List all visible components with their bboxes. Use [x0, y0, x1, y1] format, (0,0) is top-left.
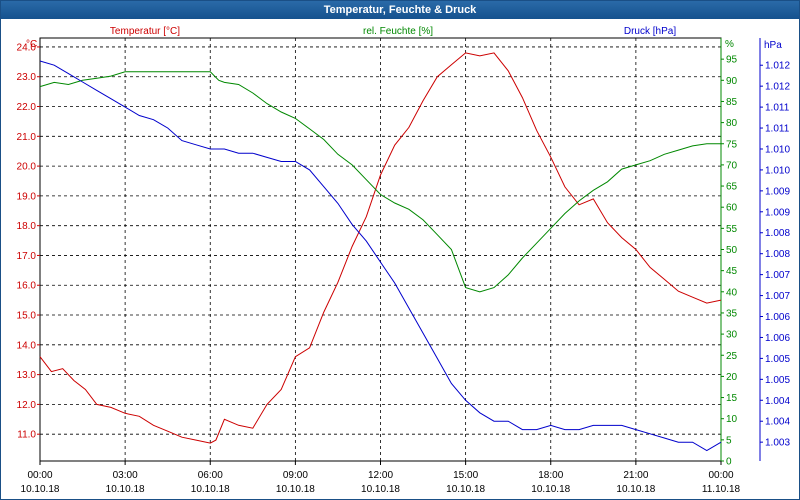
humidity-tick-label: 45 [726, 266, 738, 277]
humidity-unit-label: % [725, 39, 734, 50]
humidity-tick-label: 80 [726, 118, 738, 129]
x-tick-label-date: 10.10.18 [106, 484, 145, 495]
temperature-tick-label: 15.0 [17, 311, 37, 322]
x-tick-label-time: 00:00 [27, 470, 52, 481]
pressure-tick-label: 1.009 [765, 186, 790, 197]
humidity-tick-label: 55 [726, 224, 738, 235]
x-tick-label-date: 10.10.18 [616, 484, 655, 495]
x-tick-label-date: 10.10.18 [21, 484, 60, 495]
pressure-tick-label: 1.011 [765, 103, 790, 114]
pressure-tick-label: 1.012 [765, 61, 790, 72]
humidity-tick-label: 25 [726, 351, 738, 362]
humidity-tick-label: 10 [726, 414, 738, 425]
x-tick-label-time: 09:00 [283, 470, 308, 481]
humidity-tick-label: 35 [726, 308, 738, 319]
pressure-tick-label: 1.004 [765, 396, 790, 407]
x-tick-label-time: 03:00 [113, 470, 138, 481]
temperature-tick-label: 13.0 [17, 370, 37, 381]
x-tick-label-time: 21:00 [623, 470, 648, 481]
humidity-tick-label: 60 [726, 203, 738, 214]
window-title: Temperatur, Feuchte & Druck [1, 1, 799, 19]
pressure-tick-label: 1.004 [765, 417, 790, 428]
humidity-tick-label: 0 [726, 457, 732, 468]
pressure-tick-label: 1.005 [765, 354, 790, 365]
humidity-tick-label: 85 [726, 97, 738, 108]
temperature-tick-label: 11.0 [17, 430, 36, 441]
temperature-tick-label: 21.0 [17, 132, 37, 143]
series-line-humidity [39, 71, 721, 293]
series-line-pressure [39, 60, 722, 452]
x-tick-label-date: 11.10.18 [702, 484, 741, 495]
pressure-tick-label: 1.011 [765, 124, 790, 135]
temperature-tick-label: 16.0 [17, 281, 37, 292]
x-tick-label-date: 10.10.18 [191, 484, 230, 495]
pressure-tick-label: 1.007 [765, 291, 790, 302]
pressure-tick-label: 1.003 [765, 438, 790, 449]
pressure-tick-label: 1.008 [765, 249, 790, 260]
x-tick-label-date: 10.10.18 [361, 484, 400, 495]
x-tick-label-date: 10.10.18 [531, 484, 570, 495]
temperature-tick-label: 18.0 [17, 221, 37, 232]
temperature-tick-label: 12.0 [17, 400, 37, 411]
x-tick-label-time: 18:00 [538, 470, 563, 481]
pressure-tick-label: 1.009 [765, 207, 790, 218]
pressure-tick-label: 1.008 [765, 228, 790, 239]
temperature-tick-label: 22.0 [17, 102, 37, 113]
pressure-tick-label: 1.005 [765, 375, 790, 386]
legend-temperature: Temperatur [°C] [110, 26, 180, 37]
pressure-tick-label: 1.006 [765, 312, 790, 323]
temperature-tick-label: 23.0 [17, 72, 37, 83]
humidity-tick-label: 65 [726, 182, 738, 193]
legend-humidity: rel. Feuchte [%] [363, 26, 433, 37]
humidity-tick-label: 20 [726, 372, 738, 383]
pressure-tick-label: 1.010 [765, 165, 790, 176]
x-tick-label-time: 00:00 [708, 470, 733, 481]
humidity-tick-label: 70 [726, 160, 738, 171]
temperature-tick-label: 24.0 [17, 42, 37, 53]
temperature-tick-label: 20.0 [17, 162, 37, 173]
pressure-tick-label: 1.006 [765, 333, 790, 344]
legend-pressure: Druck [hPa] [624, 26, 676, 37]
humidity-tick-label: 30 [726, 330, 738, 341]
x-tick-label-time: 15:00 [453, 470, 478, 481]
humidity-tick-label: 15 [726, 393, 738, 404]
series-line-temperature [39, 52, 722, 444]
x-tick-label-date: 10.10.18 [276, 484, 315, 495]
humidity-tick-label: 75 [726, 139, 738, 150]
humidity-tick-label: 95 [726, 55, 738, 66]
pressure-tick-label: 1.010 [765, 144, 790, 155]
x-tick-label-time: 12:00 [368, 470, 393, 481]
humidity-tick-label: 40 [726, 287, 738, 298]
pressure-tick-label: 1.012 [765, 82, 790, 93]
x-tick-label-time: 06:00 [198, 470, 223, 481]
humidity-tick-label: 5 [726, 435, 732, 446]
temperature-tick-label: 19.0 [17, 191, 37, 202]
pressure-tick-label: 1.007 [765, 270, 790, 281]
pressure-unit-label: hPa [764, 40, 782, 51]
humidity-tick-label: 90 [726, 76, 738, 87]
temperature-tick-label: 14.0 [17, 340, 37, 351]
x-tick-label-date: 10.10.18 [446, 484, 485, 495]
temperature-tick-label: 17.0 [17, 251, 37, 262]
humidity-tick-label: 50 [726, 245, 738, 256]
temperature-unit-label: °C [26, 39, 37, 50]
